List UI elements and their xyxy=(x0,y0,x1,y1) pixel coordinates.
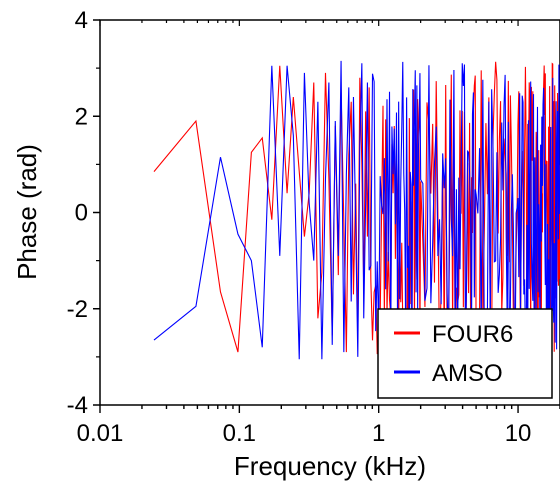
x-axis-label: Frequency (kHz) xyxy=(234,451,426,481)
legend-label-four6: FOUR6 xyxy=(432,321,513,348)
y-axis-label: Phase (rad) xyxy=(12,144,42,280)
y-tick-label: -4 xyxy=(67,392,88,419)
legend-label-amso: AMSO xyxy=(432,360,503,387)
plot-area xyxy=(153,60,560,364)
legend-box xyxy=(377,308,553,399)
y-tick-label: 4 xyxy=(75,7,88,34)
x-tick-label: 10 xyxy=(505,420,532,447)
x-tick-label: 0.01 xyxy=(77,420,124,447)
series-line-amso xyxy=(153,60,560,364)
y-tick-label: 0 xyxy=(75,200,88,227)
legend: FOUR6 AMSO xyxy=(377,308,553,399)
tick-labels: 4 2 0 -2 -40.01 0.1 1 10 xyxy=(67,7,532,447)
y-tick-label: 2 xyxy=(75,103,88,130)
y-tick-label: -2 xyxy=(67,296,88,323)
x-tick-label: 1 xyxy=(372,420,385,447)
x-tick-label: 0.1 xyxy=(223,420,256,447)
axis-ticks xyxy=(93,19,560,413)
